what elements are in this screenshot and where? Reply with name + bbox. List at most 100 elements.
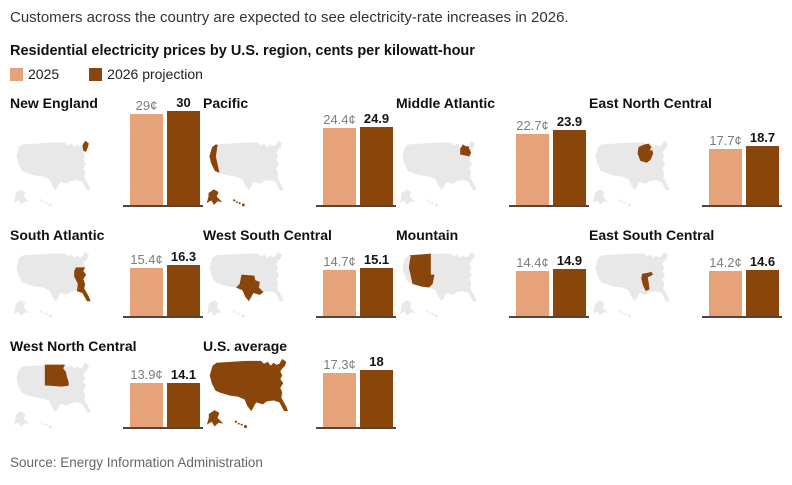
bar-2026: 15.1 — [360, 252, 393, 316]
panel-title: U.S. average — [203, 338, 288, 354]
bar-2026: 18 — [360, 354, 393, 427]
region-highlight-lower48 — [209, 358, 289, 411]
legend-item-2025: 2025 — [10, 66, 59, 82]
us-map-west-north-central — [13, 362, 91, 429]
panel-row-3: West North Central 13.9¢ 14.1 U.S. avera… — [10, 338, 782, 449]
panel-row-2: South Atlantic 15.4¢ 16.3 West South Cen… — [10, 227, 782, 338]
bar-label-2026: 14.6 — [749, 254, 776, 270]
bar-label-2026: 16.3 — [170, 248, 197, 264]
bar-2026: 14.6 — [746, 254, 779, 316]
bar-2025: 17.3¢ — [323, 357, 356, 427]
legend: 2025 2026 projection — [10, 66, 782, 82]
axis-baseline — [123, 205, 203, 207]
axis-baseline — [509, 205, 589, 207]
bar-label-2025: 14.2¢ — [709, 255, 742, 271]
us-map-east-north-central — [592, 140, 670, 207]
bar-2026: 24.9 — [360, 111, 393, 205]
region-highlight-new-england — [82, 140, 89, 152]
bar-2025: 14.7¢ — [323, 254, 356, 316]
bar-group: 29¢ 30 — [130, 95, 200, 205]
legend-swatch-2025 — [10, 67, 23, 81]
bar-2026: 23.9 — [553, 114, 586, 205]
bar-label-2025: 17.3¢ — [323, 356, 356, 372]
bar-label-2026: 23.9 — [556, 113, 583, 129]
chart-subtitle: Residential electricity prices by U.S. r… — [10, 43, 475, 59]
bar-label-2025: 24.4¢ — [323, 112, 356, 128]
us-map-east-south-central — [592, 251, 670, 318]
panel-title: West South Central — [203, 227, 332, 243]
bar-group: 17.7¢ 18.7 — [709, 130, 779, 205]
us-map-south-atlantic — [13, 251, 91, 318]
panel-title: New England — [10, 95, 98, 111]
region-highlight-alaska — [206, 189, 223, 205]
panel-title: Mountain — [396, 227, 459, 243]
legend-swatch-2026 — [89, 67, 103, 81]
bar-group: 24.4¢ 24.9 — [323, 111, 393, 205]
bar-label-2025: 29¢ — [135, 97, 158, 113]
bar-2025: 14.2¢ — [709, 255, 742, 316]
axis-baseline — [702, 316, 782, 318]
legend-item-2026: 2026 projection — [89, 66, 203, 82]
panel-mountain: Mountain 14.4¢ 14.9 — [396, 227, 589, 338]
panel-title: West North Central — [10, 338, 137, 354]
panel-new-england: New England 29¢ 30 — [10, 95, 203, 227]
bar-2025: 17.7¢ — [709, 133, 742, 205]
headline: Customers across the country are expecte… — [10, 9, 569, 26]
panel-west-north-central: West North Central 13.9¢ 14.1 — [10, 338, 203, 449]
panel-row-1: New England 29¢ 30 Pacific 24.4¢ — [10, 95, 782, 227]
bar-label-2025: 17.7¢ — [709, 133, 742, 149]
bar-2025: 22.7¢ — [516, 118, 549, 205]
bar-label-2025: 13.9¢ — [130, 367, 163, 383]
us-map-west-south-central — [206, 251, 284, 318]
bar-group: 15.4¢ 16.3 — [130, 249, 200, 316]
bar-2025: 15.4¢ — [130, 252, 163, 316]
bar-label-2025: 14.7¢ — [323, 253, 356, 269]
panel-east-south-central: East South Central 14.2¢ 14.6 — [589, 227, 782, 338]
bar-label-2026: 14.1 — [170, 366, 197, 382]
bar-group: 13.9¢ 14.1 — [130, 367, 200, 427]
bar-label-2025: 15.4¢ — [130, 251, 163, 267]
us-map-mountain — [399, 251, 477, 318]
us-map-new-england — [13, 140, 91, 207]
bar-label-2026: 24.9 — [363, 110, 390, 126]
bar-2026: 16.3 — [167, 249, 200, 316]
bar-group: 14.2¢ 14.6 — [709, 254, 779, 316]
bar-group: 22.7¢ 23.9 — [516, 114, 586, 205]
bar-label-2026: 30 — [176, 94, 191, 110]
bar-2025: 14.4¢ — [516, 255, 549, 316]
region-highlight-hawaii — [233, 198, 245, 207]
bar-2026: 14.1 — [167, 367, 200, 427]
bar-group: 14.7¢ 15.1 — [323, 252, 393, 316]
bar-2025: 29¢ — [130, 98, 163, 205]
bar-label-2026: 14.9 — [556, 253, 583, 269]
axis-baseline — [316, 427, 396, 429]
panel-east-north-central: East North Central 17.7¢ 18.7 — [589, 95, 782, 227]
source-line: Source: Energy Information Administratio… — [10, 455, 263, 470]
bar-2025: 24.4¢ — [323, 112, 356, 205]
bar-label-2026: 18.7 — [749, 130, 776, 146]
bar-label-2025: 22.7¢ — [516, 117, 549, 133]
legend-label-2026: 2026 projection — [107, 66, 203, 82]
panel-south-atlantic: South Atlantic 15.4¢ 16.3 — [10, 227, 203, 338]
region-highlight-hawaii — [234, 420, 248, 428]
bar-group: 17.3¢ 18 — [323, 354, 393, 427]
us-map-middle-atlantic — [399, 140, 477, 207]
bar-2026: 14.9 — [553, 253, 586, 316]
axis-baseline — [702, 205, 782, 207]
region-highlight-mountain — [408, 253, 435, 288]
axis-baseline — [123, 427, 203, 429]
bar-group: 14.4¢ 14.9 — [516, 253, 586, 316]
bar-label-2026: 15.1 — [363, 252, 390, 268]
bar-2025: 13.9¢ — [130, 367, 163, 427]
panel-pacific: Pacific 24.4¢ 24.9 — [203, 95, 396, 227]
bar-label-2025: 14.4¢ — [516, 254, 549, 270]
bar-2026: 18.7 — [746, 130, 779, 205]
axis-baseline — [509, 316, 589, 318]
axis-baseline — [316, 316, 396, 318]
panel-middle-atlantic: Middle Atlantic 22.7¢ 23.9 — [396, 95, 589, 227]
panel-title: Pacific — [203, 95, 249, 111]
us-map-us-average — [206, 358, 289, 428]
us-map-pacific — [206, 140, 284, 207]
axis-baseline — [316, 205, 396, 207]
panel-title: East South Central — [589, 227, 715, 243]
